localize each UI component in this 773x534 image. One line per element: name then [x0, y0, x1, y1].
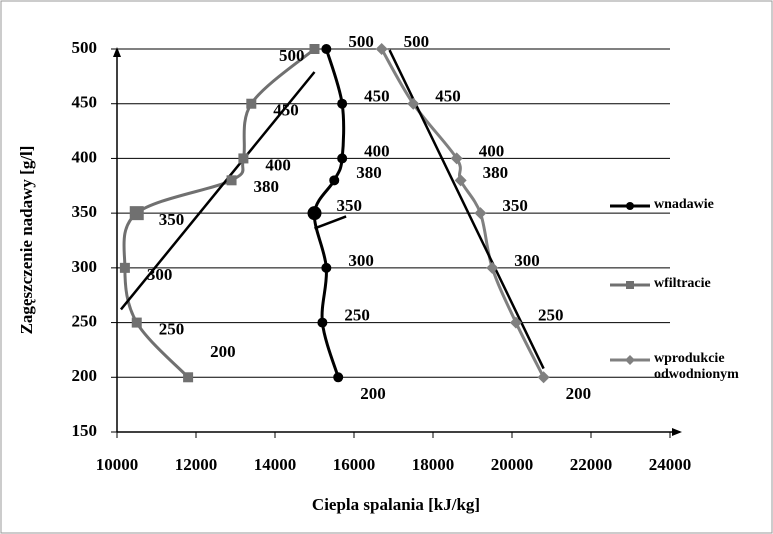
x-tick-label: 10000	[96, 455, 139, 474]
point	[321, 262, 332, 273]
point	[238, 153, 249, 164]
data-label: 400	[479, 141, 505, 160]
x-tick-label: 14000	[254, 455, 297, 474]
point	[486, 261, 499, 274]
legend-entry: wprodukcie odwodnionym	[654, 351, 739, 382]
y-tick-label: 450	[72, 93, 98, 112]
data-label: 350	[502, 196, 528, 215]
data-label: 200	[210, 342, 236, 361]
x-axis-label: Ciepla spalania [kJ/kg]	[312, 495, 480, 514]
x-tick-label: 20000	[491, 455, 534, 474]
data-label: 400	[364, 141, 390, 160]
data-label: 450	[435, 87, 461, 106]
data-label: 300	[147, 265, 173, 284]
data-label: 250	[344, 305, 370, 324]
data-label: 450	[364, 87, 390, 106]
point	[626, 281, 634, 289]
data-label: 200	[360, 384, 386, 403]
x-arrow	[672, 428, 682, 436]
data-label: 500	[404, 32, 430, 51]
data-label: 380	[254, 177, 279, 196]
legend-label: wprodukcie odwodnionym	[654, 351, 739, 382]
point	[474, 207, 487, 220]
point	[450, 152, 463, 165]
point	[246, 98, 257, 109]
data-label: 380	[483, 163, 509, 182]
y-tick-label: 400	[72, 147, 98, 166]
point	[307, 206, 322, 221]
data-label: 450	[273, 101, 299, 120]
x-tick-label: 22000	[570, 455, 613, 474]
point	[321, 44, 332, 54]
point	[129, 206, 144, 221]
data-label: 250	[159, 319, 185, 338]
y-tick-label: 250	[72, 311, 98, 330]
data-label: 200	[566, 384, 592, 403]
point	[329, 175, 340, 186]
point	[625, 355, 635, 365]
point	[333, 372, 344, 383]
point	[317, 317, 328, 328]
y-axis-label: Zagęszczenie nadawy [g/l]	[17, 146, 36, 335]
point	[454, 174, 467, 187]
data-label: 350	[337, 196, 363, 215]
trend-line	[314, 215, 347, 230]
data-label: 250	[538, 305, 564, 324]
legend-label: wfiltracie	[654, 276, 711, 291]
data-label: 500	[279, 46, 305, 65]
point	[407, 97, 420, 110]
x-tick-label: 12000	[175, 455, 218, 474]
x-tick-label: 24000	[649, 455, 692, 474]
point	[375, 43, 388, 55]
point	[337, 98, 348, 109]
point	[626, 202, 634, 210]
data-label: 500	[348, 32, 374, 51]
data-label: 300	[514, 251, 540, 270]
legend-entry: wfiltracie	[654, 276, 711, 291]
point	[509, 316, 522, 329]
data-label: 350	[159, 210, 185, 229]
data-label: 300	[348, 251, 374, 270]
point	[337, 153, 348, 164]
legend-label: wnadawie	[654, 197, 714, 212]
y-tick-label: 350	[72, 202, 98, 221]
y-tick-label: 500	[72, 38, 98, 57]
point	[309, 44, 320, 54]
trend-line	[119, 71, 316, 311]
point	[119, 262, 130, 273]
y-tick-label: 200	[72, 366, 98, 385]
legend-entry: wnadawie	[654, 197, 714, 212]
point	[537, 371, 550, 384]
point	[131, 317, 142, 328]
point	[226, 175, 237, 186]
x-tick-label: 18000	[412, 455, 455, 474]
y-tick-label: 150	[72, 421, 98, 440]
point	[183, 372, 194, 383]
x-tick-label: 16000	[333, 455, 376, 474]
data-label: 380	[356, 163, 382, 182]
data-label: 400	[265, 155, 291, 174]
y-arrow	[113, 47, 121, 57]
y-tick-label: 300	[72, 257, 98, 276]
